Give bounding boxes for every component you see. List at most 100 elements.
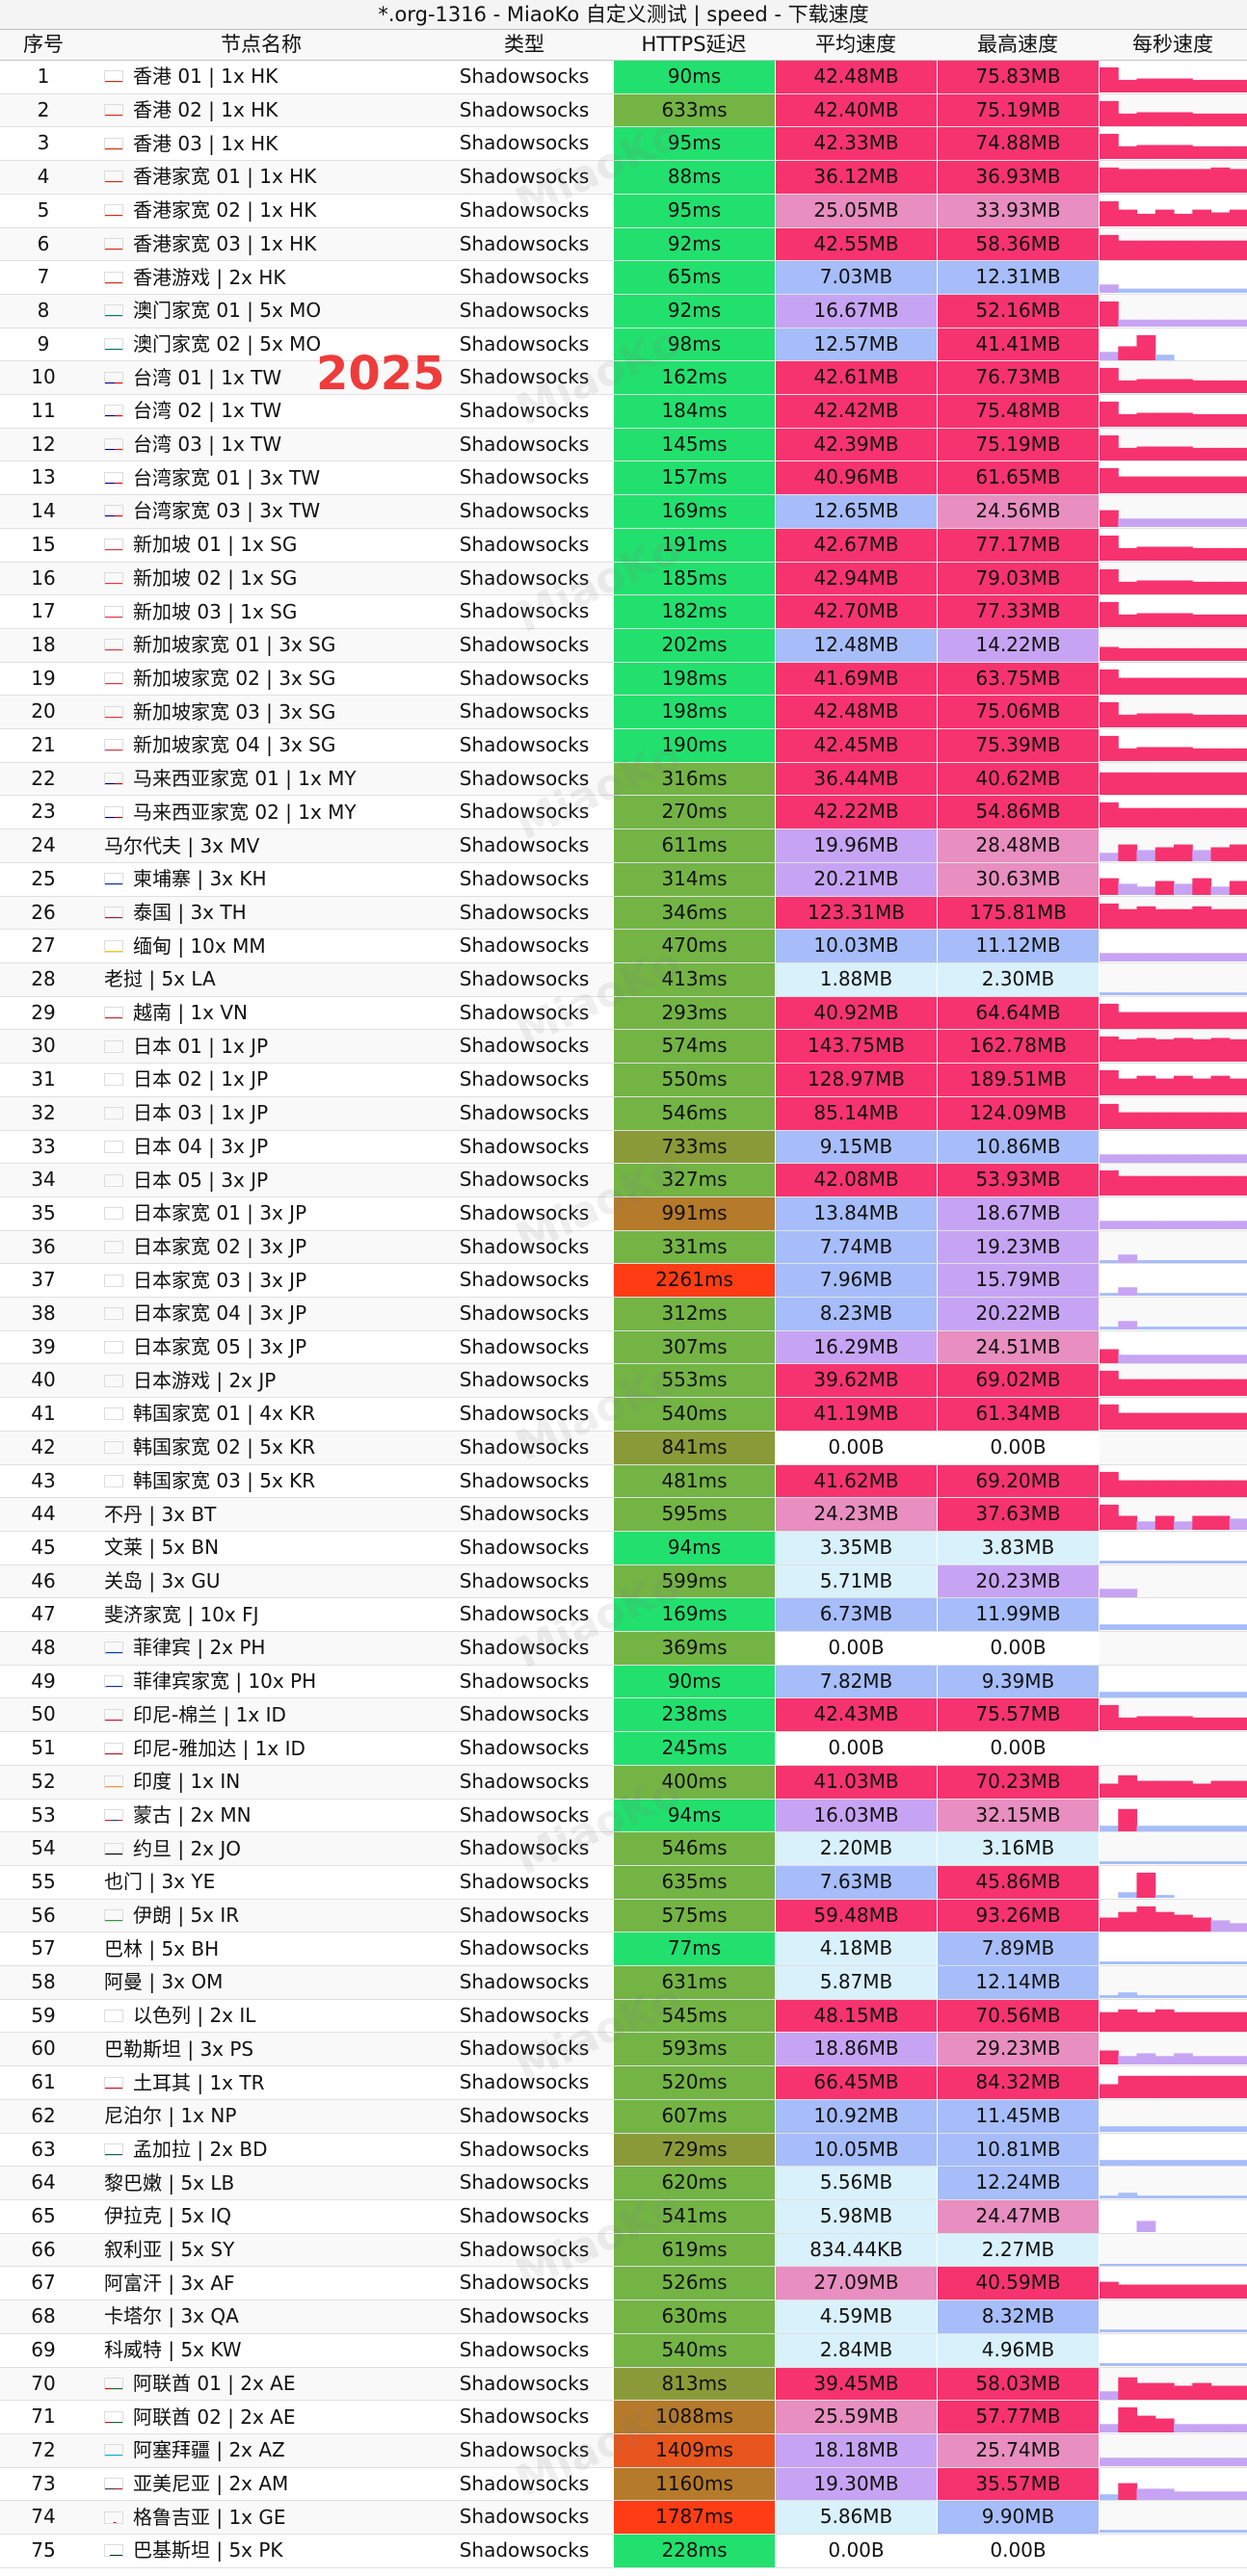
sparkline-bar bbox=[1210, 1561, 1231, 1564]
table-row[interactable]: 39 日本家宽 05 | 3x JP Shadowsocks 307ms 16.29MB… bbox=[0, 1330, 1247, 1365]
col-header-avg-speed[interactable]: 平均速度 bbox=[815, 33, 896, 56]
node-name-cell: 约旦 | 2x JO bbox=[87, 1832, 436, 1865]
row-index: 21 bbox=[31, 733, 56, 757]
table-row[interactable]: 45 文莱 | 5x BN Shadowsocks 94ms 3.35MB 3.83MB bbox=[0, 1531, 1247, 1565]
table-row[interactable]: 61 土耳其 | 1x TR Shadowsocks 520ms 66.45MB 84.3… bbox=[0, 2066, 1247, 2100]
table-row[interactable]: 2 香港 02 | 1x HK Shadowsocks 633ms 42.40MB 75.… bbox=[0, 93, 1247, 128]
table-row[interactable]: 9 澳门家宽 02 | 5x MO Shadowsocks 98ms 12.57MB 41… bbox=[0, 328, 1247, 362]
table-row[interactable]: 11 台湾 02 | 1x TW Shadowsocks 184ms 42.42MB 75… bbox=[0, 395, 1247, 429]
table-row[interactable]: 42 韩国家宽 02 | 5x KR Shadowsocks 841ms 0.00B 0.… bbox=[0, 1431, 1247, 1465]
node-type: Shadowsocks bbox=[459, 1100, 590, 1124]
table-row[interactable]: 70 阿联酋 01 | 2x AE Shadowsocks 813ms 39.45MB 5… bbox=[0, 2367, 1247, 2402]
table-row[interactable]: 64 黎巴嫩 | 5x LB Shadowsocks 620ms 5.56MB 12.24… bbox=[0, 2167, 1247, 2200]
table-row[interactable]: 34 日本 05 | 3x JP Shadowsocks 327ms 42.08MB 53… bbox=[0, 1164, 1247, 1197]
node-name-cell: 土耳其 | 1x TR bbox=[87, 2066, 436, 2099]
sparkline-bar bbox=[1192, 1861, 1212, 1865]
sparkline-bar bbox=[1174, 1327, 1193, 1330]
table-row[interactable]: 36 日本家宽 02 | 3x JP Shadowsocks 331ms 7.74MB 1… bbox=[0, 1230, 1247, 1265]
table-row[interactable]: 71 阿联酋 02 | 2x AE Shadowsocks 1088ms 25.59MB… bbox=[0, 2401, 1247, 2434]
table-row[interactable]: 57 巴林 | 5x BH Shadowsocks 77ms 4.18MB 7.89MB bbox=[0, 1932, 1247, 1967]
table-row[interactable]: 50 印尼-棉兰 | 1x ID Shadowsocks 238ms 42.43MB 75… bbox=[0, 1698, 1247, 1733]
table-row[interactable]: 68 卡塔尔 | 3x QA Shadowsocks 630ms 4.59MB 8.32M… bbox=[0, 2300, 1247, 2334]
per-second-speed-chart bbox=[1099, 1632, 1247, 1665]
table-row[interactable]: 43 韩国家宽 03 | 5x KR Shadowsocks 481ms 41.62MB… bbox=[0, 1464, 1247, 1499]
table-row[interactable]: 17 新加坡 03 | 1x SG Shadowsocks 182ms 42.70MB 7… bbox=[0, 595, 1247, 629]
table-row[interactable]: 16 新加坡 02 | 1x SG Shadowsocks 185ms 42.94MB 7… bbox=[0, 562, 1247, 596]
table-row[interactable]: 63 孟加拉 | 2x BD Shadowsocks 729ms 10.05MB 10.8… bbox=[0, 2133, 1247, 2168]
table-row[interactable]: 30 日本 01 | 1x JP Shadowsocks 574ms 143.75MB 1… bbox=[0, 1030, 1247, 1065]
table-row[interactable]: 73 亚美尼亚 | 2x AM Shadowsocks 1160ms 19.30MB 35… bbox=[0, 2467, 1247, 2502]
table-row[interactable]: 33 日本 04 | 3x JP Shadowsocks 733ms 9.15MB 10.… bbox=[0, 1130, 1247, 1165]
max-speed: 24.51MB bbox=[937, 1330, 1099, 1364]
table-row[interactable]: 37 日本家宽 03 | 3x JP Shadowsocks 2261ms 7.96MB… bbox=[0, 1264, 1247, 1299]
table-row[interactable]: 41 韩国家宽 01 | 4x KR Shadowsocks 540ms 41.19MB… bbox=[0, 1398, 1247, 1432]
table-row[interactable]: 14 台湾家宽 03 | 3x TW Shadowsocks 169ms 12.65MB… bbox=[0, 495, 1247, 529]
table-row[interactable]: 19 新加坡家宽 02 | 3x SG Shadowsocks 198ms 41.69M… bbox=[0, 662, 1247, 697]
table-row[interactable]: 47 斐济家宽 | 10x FJ Shadowsocks 169ms 6.73MB 11.… bbox=[0, 1598, 1247, 1633]
table-row[interactable]: 32 日本 03 | 1x JP Shadowsocks 546ms 85.14MB 12… bbox=[0, 1096, 1247, 1131]
table-row[interactable]: 59 以色列 | 2x IL Shadowsocks 545ms 48.15MB 70.5… bbox=[0, 1999, 1247, 2034]
sparkline-bar bbox=[1118, 1012, 1138, 1029]
table-row[interactable]: 27 缅甸 | 10x MM Shadowsocks 470ms 10.03MB 11.1… bbox=[0, 930, 1247, 963]
table-row[interactable]: 18 新加坡家宽 01 | 3x SG Shadowsocks 202ms 12.48M… bbox=[0, 628, 1247, 663]
table-row[interactable]: 66 叙利亚 | 5x SY Shadowsocks 619ms 834.44KB 2.2… bbox=[0, 2233, 1247, 2268]
table-row[interactable]: 23 马来西亚家宽 02 | 1x MY Shadowsocks 270ms 42.22… bbox=[0, 796, 1247, 830]
sparkline-bar bbox=[1100, 602, 1119, 628]
https-latency: 635ms bbox=[613, 1865, 775, 1899]
table-row[interactable]: 7 香港游戏 | 2x HK Shadowsocks 65ms 7.03MB 12.31M… bbox=[0, 261, 1247, 295]
col-header-index[interactable]: 序号 bbox=[23, 33, 64, 56]
table-row[interactable]: 75 巴基斯坦 | 5x PK Shadowsocks 228ms 0.00B 0.00B bbox=[0, 2535, 1247, 2568]
col-header-node-name[interactable]: 节点名称 bbox=[221, 33, 302, 56]
table-row[interactable]: 46 关岛 | 3x GU Shadowsocks 599ms 5.71MB 20.23M… bbox=[0, 1564, 1247, 1599]
table-row[interactable]: 4 香港家宽 01 | 1x HK Shadowsocks 88ms 36.12MB 36… bbox=[0, 161, 1247, 195]
table-row[interactable]: 10 台湾 01 | 1x TW Shadowsocks 162ms 42.61MB 76… bbox=[0, 361, 1247, 396]
col-header-max-speed[interactable]: 最高速度 bbox=[977, 33, 1058, 56]
table-row[interactable]: 29 越南 | 1x VN Shadowsocks 293ms 40.92MB 64.64… bbox=[0, 996, 1247, 1031]
table-row[interactable]: 62 尼泊尔 | 1x NP Shadowsocks 607ms 10.92MB 11.4… bbox=[0, 2099, 1247, 2134]
table-row[interactable]: 67 阿富汗 | 3x AF Shadowsocks 526ms 27.09MB 40.5… bbox=[0, 2267, 1247, 2301]
table-row[interactable]: 40 日本游戏 | 2x JP Shadowsocks 553ms 39.62MB 69.… bbox=[0, 1364, 1247, 1399]
sg-flag-icon bbox=[104, 539, 123, 552]
table-row[interactable]: 15 新加坡 01 | 1x SG Shadowsocks 191ms 42.67MB 7… bbox=[0, 528, 1247, 563]
col-header-https-latency[interactable]: HTTPS延迟 bbox=[641, 33, 747, 56]
per-second-speed-chart bbox=[1099, 2066, 1247, 2099]
table-row[interactable]: 3 香港 03 | 1x HK Shadowsocks 95ms 42.33MB 74.8… bbox=[0, 127, 1247, 162]
sparkline-bar bbox=[1100, 234, 1119, 260]
table-row[interactable]: 26 泰国 | 3x TH Shadowsocks 346ms 123.31MB 175.… bbox=[0, 896, 1247, 931]
table-row[interactable]: 24 马尔代夫 | 3x MV Shadowsocks 611ms 19.96MB 28.… bbox=[0, 829, 1247, 863]
table-row[interactable]: 74 格鲁吉亚 | 1x GE Shadowsocks 1787ms 5.86MB 9.9… bbox=[0, 2501, 1247, 2536]
node-type: Shadowsocks bbox=[459, 2371, 590, 2395]
table-row[interactable]: 22 马来西亚家宽 01 | 1x MY Shadowsocks 316ms 36.44… bbox=[0, 762, 1247, 797]
table-row[interactable]: 38 日本家宽 04 | 3x JP Shadowsocks 312ms 8.23MB 2… bbox=[0, 1298, 1247, 1331]
table-row[interactable]: 60 巴勒斯坦 | 3x PS Shadowsocks 593ms 18.86MB 29.… bbox=[0, 2033, 1247, 2067]
avg-speed: 0.00B bbox=[775, 2535, 937, 2567]
table-row[interactable]: 20 新加坡家宽 03 | 3x SG Shadowsocks 198ms 42.48M… bbox=[0, 696, 1247, 730]
table-row[interactable]: 28 老挝 | 5x LA Shadowsocks 413ms 1.88MB 2.30MB bbox=[0, 962, 1247, 997]
table-row[interactable]: 12 台湾 03 | 1x TW Shadowsocks 145ms 42.39MB 75… bbox=[0, 428, 1247, 462]
table-row[interactable]: 52 印度 | 1x IN Shadowsocks 400ms 41.03MB 70.23… bbox=[0, 1765, 1247, 1800]
table-row[interactable]: 13 台湾家宽 01 | 3x TW Shadowsocks 157ms 40.96MB… bbox=[0, 461, 1247, 496]
table-row[interactable]: 55 也门 | 3x YE Shadowsocks 635ms 7.63MB 45.86M… bbox=[0, 1865, 1247, 1900]
table-row[interactable]: 53 蒙古 | 2x MN Shadowsocks 94ms 16.03MB 32.15M… bbox=[0, 1799, 1247, 1833]
table-row[interactable]: 56 伊朗 | 5x IR Shadowsocks 575ms 59.48MB 93.26… bbox=[0, 1899, 1247, 1933]
table-row[interactable]: 5 香港家宽 02 | 1x HK Shadowsocks 95ms 25.05MB 33… bbox=[0, 194, 1247, 228]
table-row[interactable]: 25 柬埔寨 | 3x KH Shadowsocks 314ms 20.21MB 30.6… bbox=[0, 862, 1247, 897]
table-row[interactable]: 65 伊拉克 | 5x IQ Shadowsocks 541ms 5.98MB 24.47… bbox=[0, 2200, 1247, 2234]
table-row[interactable]: 1 香港 01 | 1x HK Shadowsocks 90ms 42.48MB 75.8… bbox=[0, 61, 1247, 94]
table-row[interactable]: 31 日本 02 | 1x JP Shadowsocks 550ms 128.97MB 1… bbox=[0, 1064, 1247, 1097]
table-row[interactable]: 54 约旦 | 2x JO Shadowsocks 546ms 2.20MB 3.16MB bbox=[0, 1832, 1247, 1866]
https-latency: 95ms bbox=[613, 127, 775, 161]
col-header-type[interactable]: 类型 bbox=[504, 33, 544, 56]
col-header-per-second-speed[interactable]: 每秒速度 bbox=[1132, 33, 1213, 56]
table-row[interactable]: 72 阿塞拜疆 | 2x AZ Shadowsocks 1409ms 18.18MB 25… bbox=[0, 2433, 1247, 2468]
table-row[interactable]: 69 科威特 | 5x KW Shadowsocks 540ms 2.84MB 4.96M… bbox=[0, 2333, 1247, 2368]
table-row[interactable]: 44 不丹 | 3x BT Shadowsocks 595ms 24.23MB 37.63… bbox=[0, 1498, 1247, 1532]
table-row[interactable]: 48 菲律宾 | 2x PH Shadowsocks 369ms 0.00B 0.00B bbox=[0, 1632, 1247, 1666]
table-row[interactable]: 8 澳门家宽 01 | 5x MO Shadowsocks 92ms 16.67MB 52… bbox=[0, 294, 1247, 329]
table-row[interactable]: 49 菲律宾家宽 | 10x PH Shadowsocks 90ms 7.82MB 9.3… bbox=[0, 1665, 1247, 1699]
table-row[interactable]: 51 印尼-雅加达 | 1x ID Shadowsocks 245ms 0.00B 0.0… bbox=[0, 1732, 1247, 1766]
table-row[interactable]: 35 日本家宽 01 | 3x JP Shadowsocks 991ms 13.84MB… bbox=[0, 1196, 1247, 1231]
table-row[interactable]: 6 香港家宽 03 | 1x HK Shadowsocks 92ms 42.55MB 58… bbox=[0, 227, 1247, 262]
table-row[interactable]: 58 阿曼 | 3x OM Shadowsocks 631ms 5.87MB 12.14M… bbox=[0, 1966, 1247, 2000]
table-row[interactable]: 21 新加坡家宽 04 | 3x SG Shadowsocks 190ms 42.45M… bbox=[0, 729, 1247, 763]
